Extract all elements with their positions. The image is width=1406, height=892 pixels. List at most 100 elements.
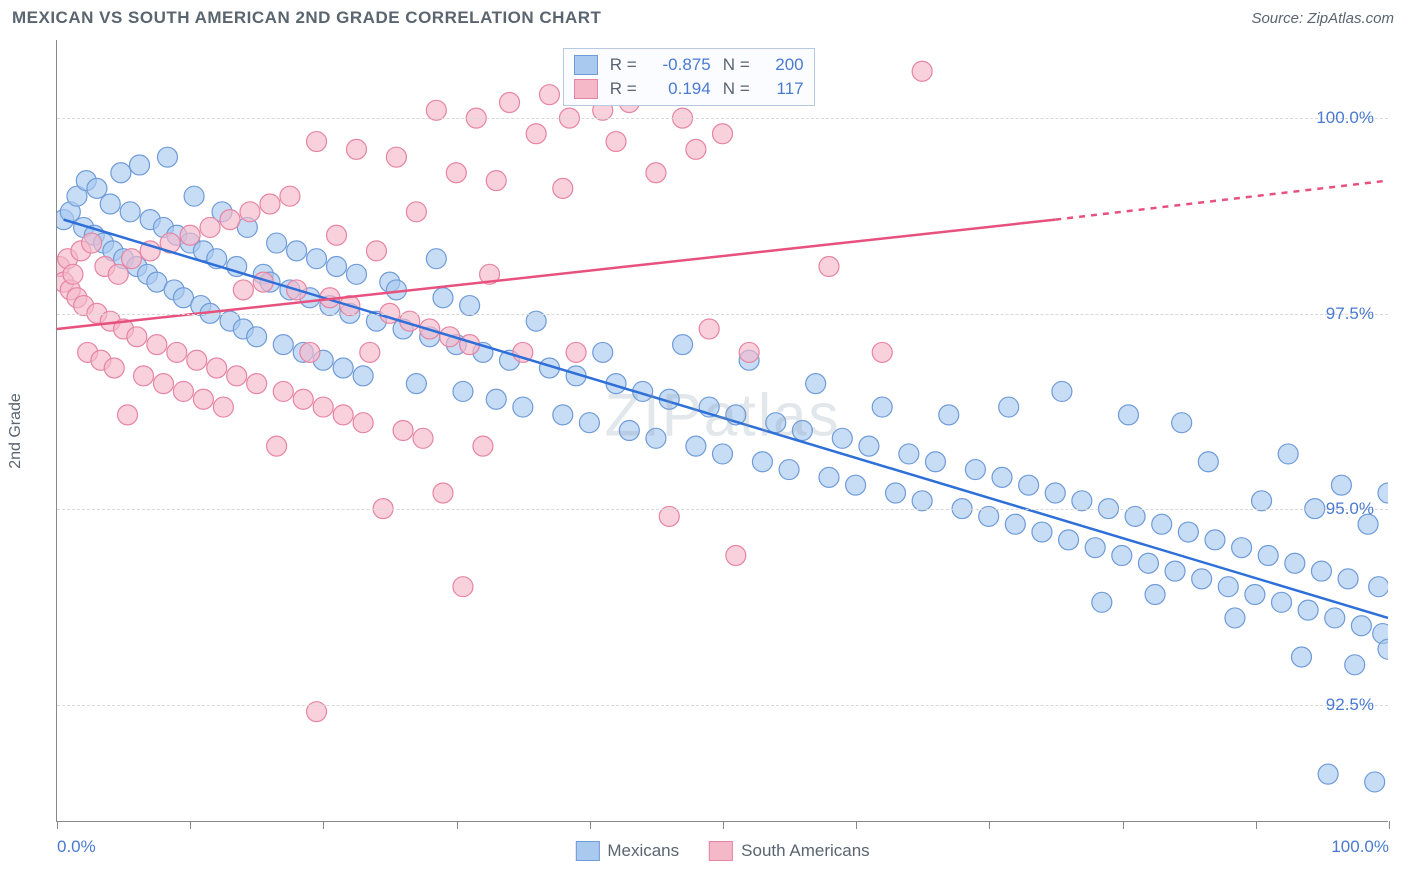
scatter-point xyxy=(273,335,293,355)
scatter-point xyxy=(819,467,839,487)
scatter-point xyxy=(1052,381,1072,401)
scatter-point xyxy=(267,233,287,253)
scatter-point xyxy=(686,436,706,456)
scatter-point xyxy=(1085,538,1105,558)
scatter-point xyxy=(157,147,177,167)
scatter-point xyxy=(646,428,666,448)
x-tick xyxy=(856,821,857,829)
scatter-point xyxy=(779,460,799,480)
scatter-point xyxy=(473,436,493,456)
scatter-point xyxy=(333,405,353,425)
correlation-legend: R = -0.875 N = 200 R = 0.194 N = 117 xyxy=(563,48,815,106)
scatter-point xyxy=(766,413,786,433)
x-tick xyxy=(1256,821,1257,829)
scatter-point xyxy=(606,132,626,152)
scatter-point xyxy=(619,421,639,441)
series-legend: Mexicans South Americans xyxy=(575,841,869,861)
scatter-point xyxy=(673,335,693,355)
scatter-point xyxy=(393,421,413,441)
scatter-point xyxy=(553,405,573,425)
scatter-point xyxy=(287,241,307,261)
legend-row: R = 0.194 N = 117 xyxy=(574,77,804,101)
scatter-point xyxy=(130,155,150,175)
x-tick xyxy=(590,821,591,829)
scatter-point xyxy=(1118,405,1138,425)
scatter-point xyxy=(1365,772,1385,792)
legend-item: South Americans xyxy=(709,841,870,861)
y-tick-label: 97.5% xyxy=(1326,304,1374,324)
scatter-point xyxy=(1152,514,1172,534)
n-label: N = xyxy=(723,79,750,99)
gridline xyxy=(57,118,1388,119)
legend-swatch xyxy=(575,841,599,861)
scatter-point xyxy=(406,202,426,222)
scatter-point xyxy=(327,257,347,277)
scatter-point xyxy=(1205,530,1225,550)
scatter-point xyxy=(1225,608,1245,628)
scatter-point xyxy=(486,389,506,409)
scatter-point xyxy=(180,225,200,245)
scatter-point xyxy=(333,358,353,378)
scatter-point xyxy=(293,389,313,409)
scatter-point xyxy=(912,61,932,81)
scatter-point xyxy=(108,264,128,284)
scatter-point xyxy=(386,147,406,167)
scatter-point xyxy=(1178,522,1198,542)
scatter-point xyxy=(167,342,187,362)
scatter-point xyxy=(200,217,220,237)
scatter-point xyxy=(247,327,267,347)
scatter-point xyxy=(872,342,892,362)
scatter-point xyxy=(300,342,320,362)
scatter-point xyxy=(1351,616,1371,636)
scatter-point xyxy=(122,249,142,269)
scatter-point xyxy=(1285,553,1305,573)
scatter-point xyxy=(566,342,586,362)
gridline xyxy=(57,705,1388,706)
scatter-point xyxy=(406,374,426,394)
scatter-point xyxy=(699,319,719,339)
scatter-point xyxy=(207,358,227,378)
scatter-point xyxy=(1272,592,1292,612)
scatter-point xyxy=(307,132,327,152)
r-value: -0.875 xyxy=(651,55,711,75)
legend-label: South Americans xyxy=(741,841,870,861)
scatter-point xyxy=(1192,569,1212,589)
scatter-point xyxy=(912,491,932,511)
scatter-point xyxy=(366,241,386,261)
scatter-point xyxy=(184,186,204,206)
scatter-point xyxy=(353,366,373,386)
scatter-point xyxy=(1291,647,1311,667)
scatter-point xyxy=(1092,592,1112,612)
scatter-point xyxy=(1278,444,1298,464)
x-tick xyxy=(190,821,191,829)
scatter-point xyxy=(846,475,866,495)
legend-swatch xyxy=(574,55,598,75)
x-tick-label: 0.0% xyxy=(57,837,96,857)
scatter-point xyxy=(187,350,207,370)
scatter-point xyxy=(1112,545,1132,565)
scatter-point xyxy=(260,194,280,214)
scatter-point xyxy=(1378,483,1388,503)
scatter-point xyxy=(273,381,293,401)
scatter-point xyxy=(100,194,120,214)
scatter-point xyxy=(1325,608,1345,628)
scatter-point xyxy=(1318,764,1338,784)
legend-label: Mexicans xyxy=(607,841,679,861)
chart-header: MEXICAN VS SOUTH AMERICAN 2ND GRADE CORR… xyxy=(12,8,1394,28)
scatter-point xyxy=(899,444,919,464)
legend-item: Mexicans xyxy=(575,841,679,861)
gridline xyxy=(57,509,1388,510)
scatter-point xyxy=(1019,475,1039,495)
scatter-point xyxy=(726,545,746,565)
scatter-point xyxy=(1331,475,1351,495)
scatter-point xyxy=(247,374,267,394)
scatter-point xyxy=(646,163,666,183)
x-tick xyxy=(723,821,724,829)
scatter-point xyxy=(579,413,599,433)
scatter-point xyxy=(413,428,433,448)
scatter-point xyxy=(526,124,546,144)
r-value: 0.194 xyxy=(651,79,711,99)
scatter-point xyxy=(1298,600,1318,620)
scatter-point xyxy=(992,467,1012,487)
trend-line-extrapolated xyxy=(1055,181,1388,220)
